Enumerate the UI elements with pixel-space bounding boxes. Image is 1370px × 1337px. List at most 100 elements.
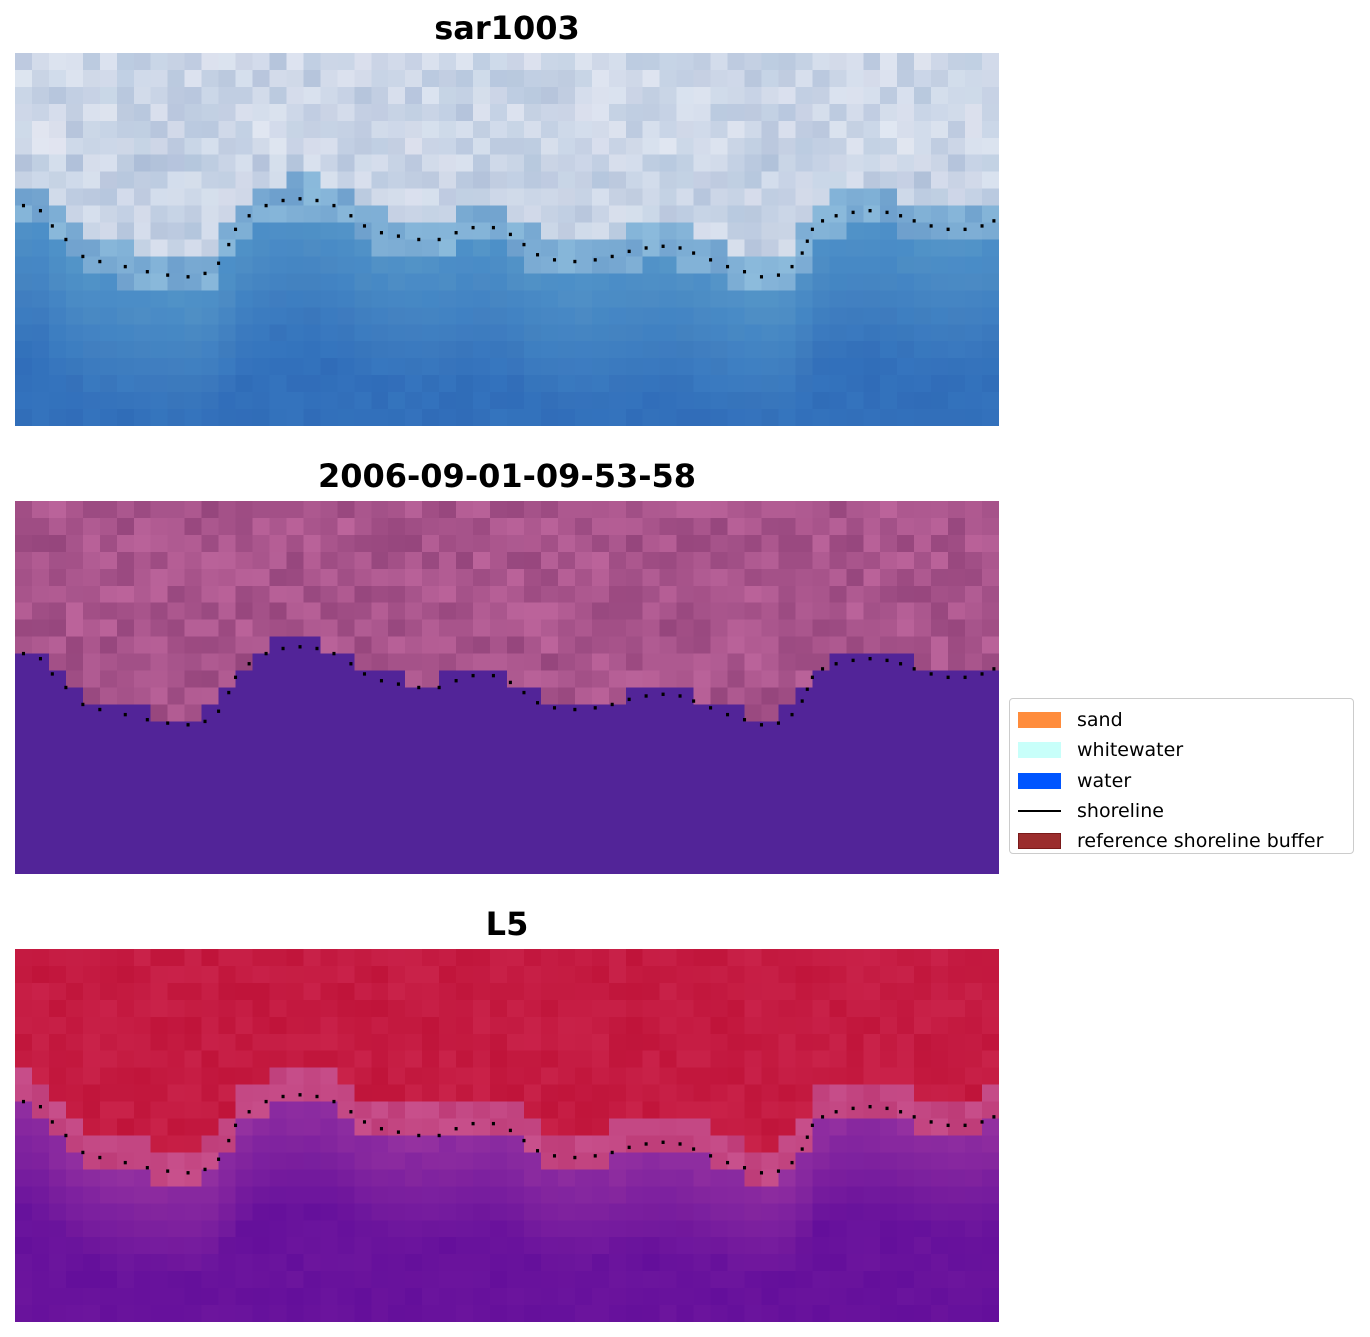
pixel [150,358,169,376]
pixel [795,341,813,359]
shoreline-point [610,702,614,707]
pixel [218,324,236,342]
pixel [625,1203,644,1221]
pixel [761,222,779,240]
pixel [931,341,949,359]
pixel [439,239,457,257]
pixel [82,1084,101,1102]
pixel [625,1033,644,1052]
pixel [625,256,644,274]
pixel [65,738,84,756]
pixel [829,341,847,359]
pixel [965,755,983,773]
pixel [557,222,576,240]
pixel [439,222,457,240]
pixel [133,772,152,790]
pixel [354,1237,372,1255]
pixel [439,69,457,88]
pixel [914,1135,932,1153]
pixel [693,290,711,308]
pixel [540,1084,559,1102]
pixel [422,256,440,274]
pixel [829,188,847,206]
shoreline-point [186,723,190,727]
pixel [897,857,915,874]
pixel [812,1288,830,1306]
pixel [337,1118,355,1136]
pixel [574,568,593,587]
pixel [269,1169,287,1187]
pixel [710,256,728,274]
pixel [557,1101,576,1119]
pixel [31,1016,50,1035]
pixel [507,619,525,637]
pixel [540,222,559,240]
pixel [201,1186,219,1204]
pixel [795,1118,813,1136]
pixel [82,69,101,88]
pixel [99,273,118,291]
pixel [490,1101,508,1119]
pixel [829,1271,847,1289]
pixel [829,755,847,773]
pixel [303,1152,321,1170]
pixel [269,755,287,773]
pixel [337,1237,355,1255]
pixel [99,307,118,325]
pixel [676,1186,694,1204]
pixel [693,307,711,325]
pixel [65,120,84,139]
pixel [371,1033,389,1052]
pixel [540,205,559,223]
pixel [676,290,694,308]
pixel [48,636,67,654]
pixel [15,1186,33,1204]
pixel [439,358,457,376]
pixel [65,1305,84,1322]
pixel [82,721,101,739]
pixel [82,534,101,553]
pixel [354,501,372,519]
pixel [523,772,542,790]
pixel [354,103,372,122]
pixel [744,982,762,1001]
pixel [439,1118,457,1136]
pixel [65,823,84,841]
pixel [99,256,118,274]
pixel [727,999,745,1018]
pixel [727,1084,745,1102]
pixel [456,1237,474,1255]
pixel [15,103,33,122]
pixel [659,857,677,874]
pixel [286,1135,304,1153]
pixel [456,256,474,274]
pixel [710,1118,728,1136]
pixel [167,687,185,705]
pixel [82,501,101,519]
pixel [371,949,389,967]
pixel [574,653,593,671]
pixel [218,154,236,173]
pixel [812,273,830,291]
pixel [201,949,219,967]
pixel [897,239,915,257]
pixel [337,222,355,240]
pixel [490,1169,508,1187]
pixel [608,239,627,257]
pixel [405,772,423,790]
pixel [574,53,593,71]
pixel [31,738,50,756]
pixel [880,568,898,587]
pixel [269,653,287,671]
pixel [235,949,253,967]
shoreline-point [166,1169,170,1173]
pixel [269,568,287,587]
pixel [778,53,796,71]
pixel [931,789,949,807]
pixel [507,982,525,1001]
pixel [846,188,864,206]
pixel [744,755,762,773]
pixel [982,517,999,536]
pixel [507,687,525,705]
pixel [269,341,287,359]
